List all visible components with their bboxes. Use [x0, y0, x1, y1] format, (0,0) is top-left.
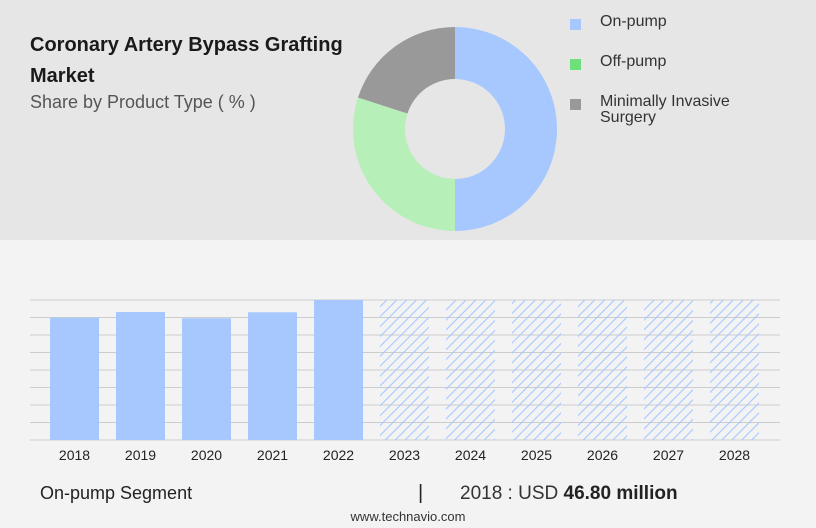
x-tick-label: 2018: [59, 447, 90, 463]
segment-value-amount: 46.80 million: [563, 483, 678, 504]
segment-label: On-pump Segment: [40, 483, 193, 503]
x-tick-label: 2027: [653, 447, 684, 463]
legend-swatch: [570, 19, 581, 30]
donut-slice-off-pump: [352, 97, 455, 231]
chart-subtitle: Share by Product Type ( % ): [30, 92, 256, 112]
x-tick-label: 2023: [389, 447, 420, 463]
donut-slice-minimally-invasive-surgery: [357, 27, 455, 114]
forecast-bar-2026: [578, 300, 627, 440]
forecast-bar-2027: [644, 300, 693, 440]
forecast-bar-2025: [512, 300, 561, 440]
legend-label: Off-pump: [600, 53, 667, 70]
footer-separator: |: [418, 482, 424, 504]
donut-chart: [352, 27, 557, 231]
forecast-bar-2023: [380, 300, 429, 440]
bar-chart: 2018 2019 2020 2021 2022 2023 2024 2025 2026 2027…: [30, 299, 780, 463]
x-tick-label: 2020: [191, 447, 222, 463]
x-tick-label: 2028: [719, 447, 750, 463]
source-watermark: www.technavio.com: [350, 509, 466, 524]
forecast-bar-2024: [446, 300, 495, 440]
legend-label: Minimally Invasive Surgery: [600, 93, 730, 126]
x-tick-label: 2024: [455, 447, 486, 463]
legend-swatch: [570, 59, 581, 70]
x-tick-label: 2022: [323, 447, 354, 463]
bar-2018: [50, 317, 99, 440]
donut-slice-on-pump: [455, 27, 557, 231]
x-tick-label: 2026: [587, 447, 618, 463]
bar-2020: [182, 318, 231, 440]
legend-label: On-pump: [600, 13, 667, 30]
segment-value-prefix: 2018 : USD: [460, 483, 559, 504]
legend-swatch: [570, 99, 581, 110]
segment-value: 2018 : USD 46.80 million: [460, 483, 678, 505]
page-title: Coronary Artery Bypass Grafting Market: [30, 34, 343, 87]
bar-2022: [314, 300, 363, 440]
x-tick-label: 2025: [521, 447, 552, 463]
bar-2021: [248, 312, 297, 440]
x-tick-label: 2019: [125, 447, 156, 463]
forecast-bar-2028: [710, 300, 759, 440]
x-tick-label: 2021: [257, 447, 288, 463]
bar-2019: [116, 312, 165, 440]
